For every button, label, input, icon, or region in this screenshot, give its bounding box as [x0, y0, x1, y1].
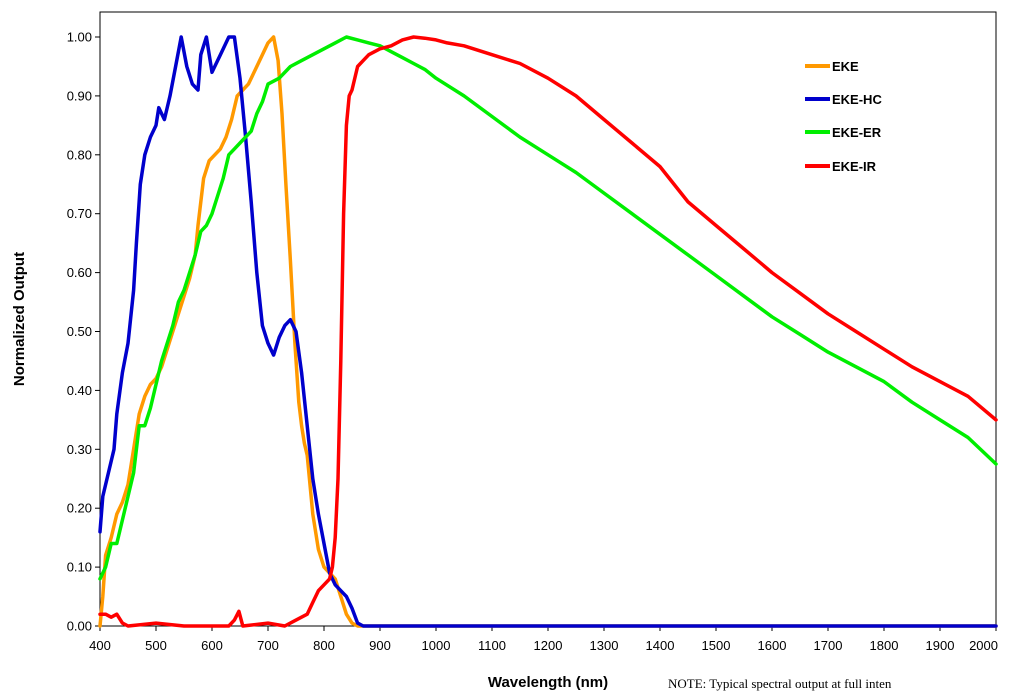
x-tick-label: 1700	[814, 638, 843, 653]
legend-label-eke-er: EKE-ER	[832, 125, 882, 140]
y-tick-label: 1.00	[67, 30, 92, 45]
y-axis-title: Normalized Output	[11, 252, 28, 386]
x-tick-label: 800	[313, 638, 335, 653]
x-tick-label: 1600	[758, 638, 787, 653]
y-tick-label: 0.90	[67, 88, 92, 103]
x-tick-label: 600	[201, 638, 223, 653]
y-tick-label: 0.30	[67, 442, 92, 457]
x-tick-label: 1800	[870, 638, 899, 653]
y-tick-label: 0.50	[67, 324, 92, 339]
x-tick-label: 1000	[422, 638, 451, 653]
y-tick-label: 0.00	[67, 619, 92, 634]
legend: EKE EKE-HC EKE-ER EKE-IR	[805, 59, 882, 174]
series-line-eke-ir	[98, 35, 998, 628]
x-tick-label: 500	[145, 638, 167, 653]
note-text: NOTE: Typical spectral output at full in…	[668, 676, 892, 691]
x-tick-label: 1300	[590, 638, 619, 653]
x-tick-label: 1900	[926, 638, 955, 653]
series-layer	[98, 35, 998, 628]
y-tick-label: 0.60	[67, 265, 92, 280]
x-axis-title: Wavelength (nm)	[488, 674, 608, 691]
series-line-eke	[98, 35, 998, 628]
x-tick-label: 1100	[478, 638, 506, 653]
x-tick-label: 1500	[702, 638, 731, 653]
legend-label-eke: EKE	[832, 59, 859, 74]
plot-area	[99, 11, 997, 627]
x-tick-label: 900	[369, 638, 391, 653]
x-tick-label: 400	[89, 638, 111, 653]
legend-label-eke-ir: EKE-IR	[832, 159, 877, 174]
x-tick-label: 2000	[969, 638, 998, 653]
x-tick-label: 700	[257, 638, 279, 653]
y-tick-label: 0.40	[67, 383, 92, 398]
legend-label-eke-hc: EKE-HC	[832, 92, 882, 107]
y-tick-label: 0.20	[67, 501, 92, 516]
y-tick-label: 0.70	[67, 206, 92, 221]
x-tick-label: 1200	[534, 638, 563, 653]
x-tick-label: 1400	[646, 638, 675, 653]
series-line-eke-hc	[98, 35, 998, 628]
axis-ticks: 0.00 0.10 0.20 0.30 0.40 0.50 0.60 0.70 0.80 0.90…	[67, 30, 998, 654]
series-line-eke-er	[98, 35, 998, 581]
y-tick-label: 0.10	[67, 560, 92, 575]
y-tick-label: 0.80	[67, 147, 92, 162]
